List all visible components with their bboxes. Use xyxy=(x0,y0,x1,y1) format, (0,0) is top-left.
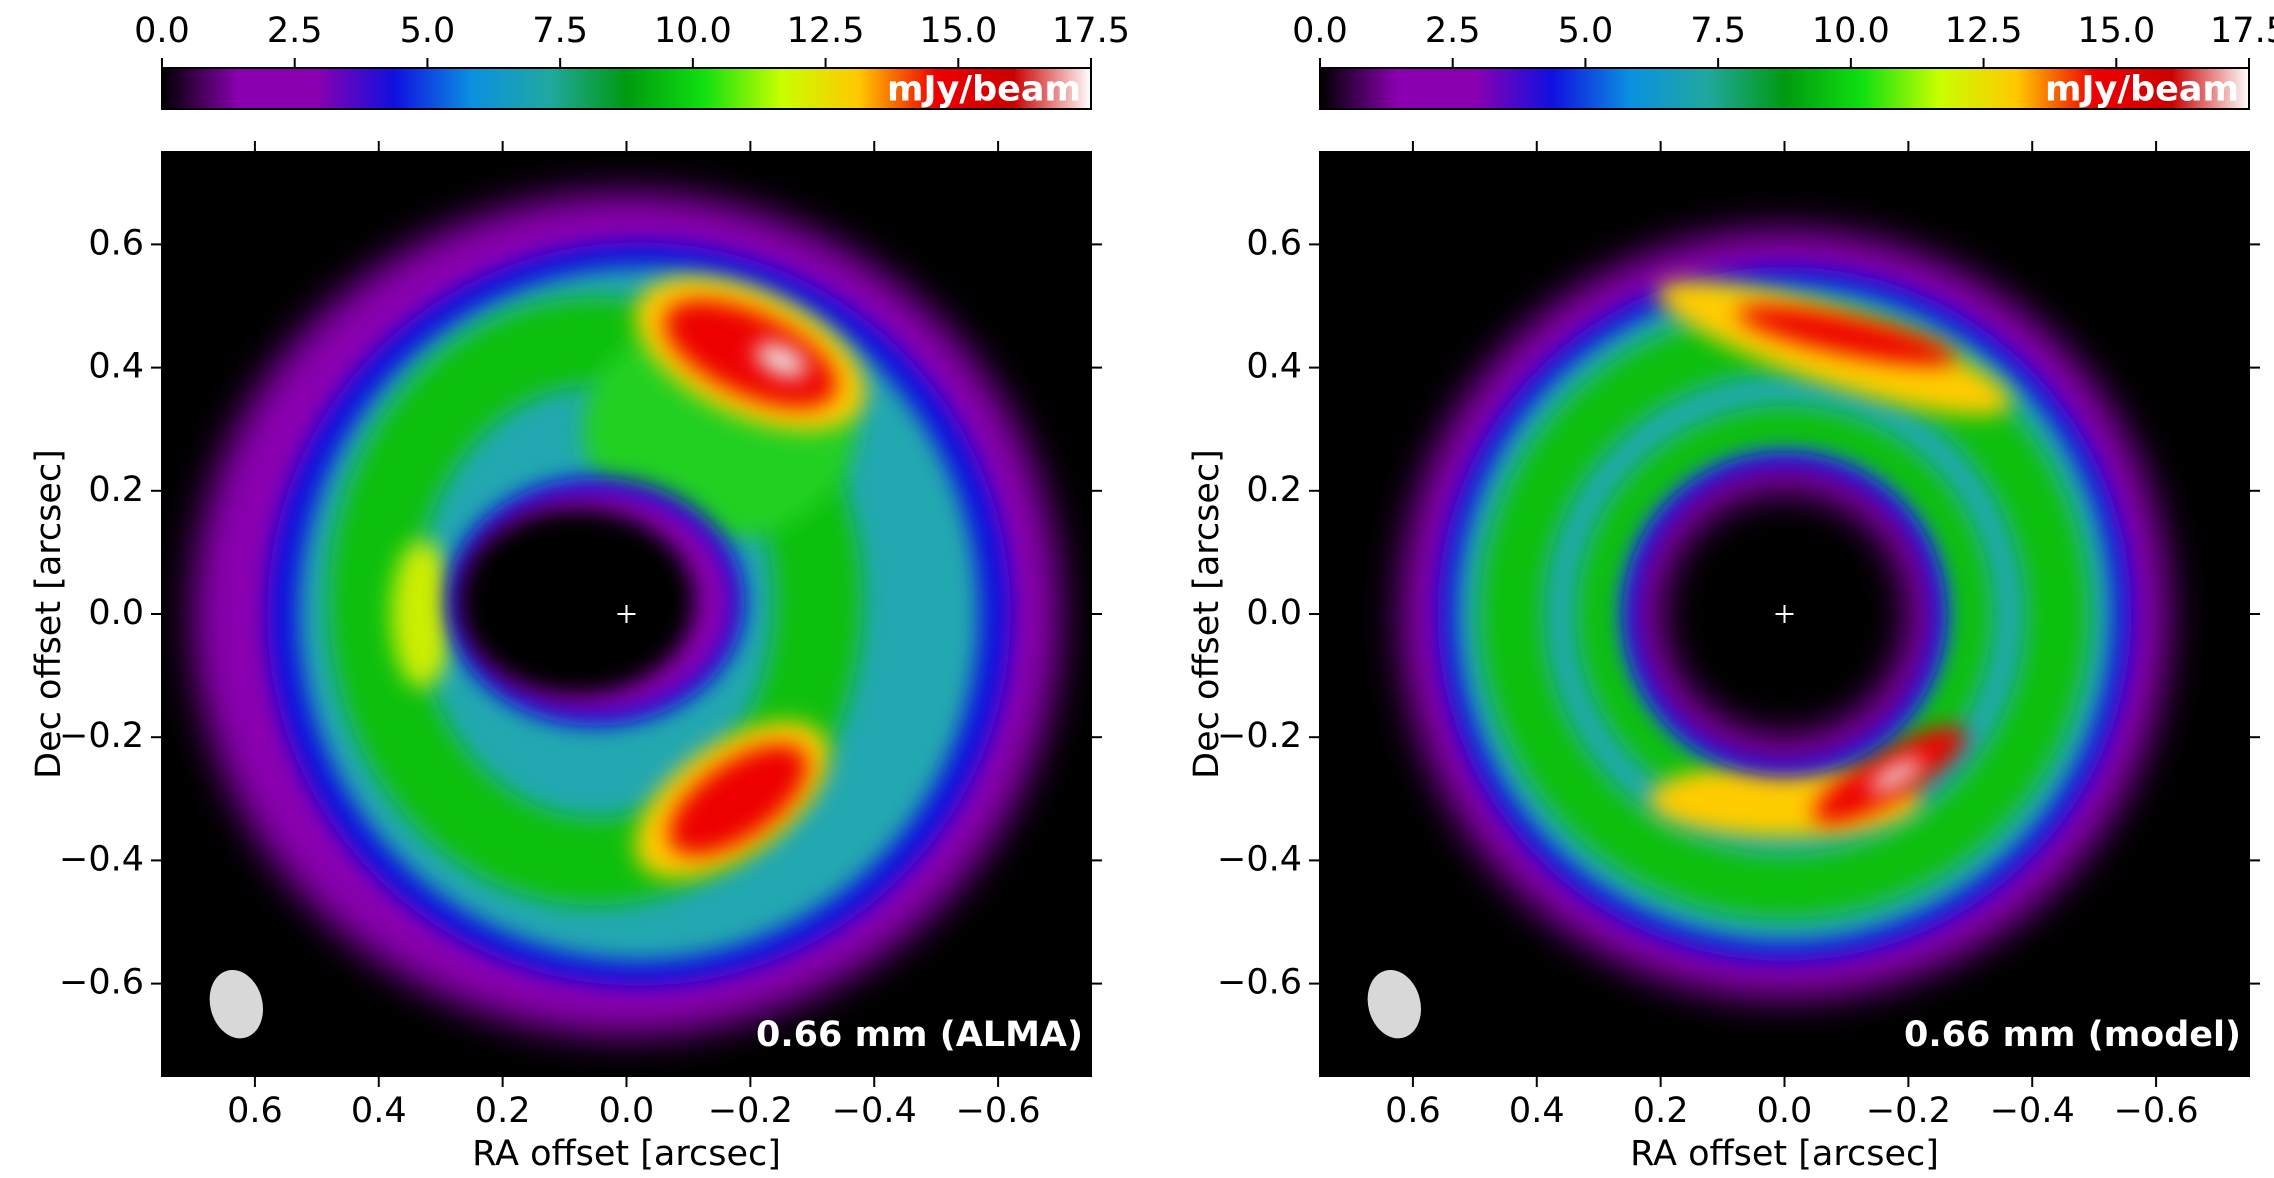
emission-feature xyxy=(1868,757,1924,793)
colorbar-tick-label: 5.0 xyxy=(400,11,456,51)
colorbar-tick-label: 0.0 xyxy=(134,11,190,51)
x-tick-label: −0.2 xyxy=(708,1091,793,1131)
panel: 0.6 0.4 0.2 0.0 −0.2 −0.4 −0.6 −0.6 −0.4 −0.2 0.0 0… xyxy=(1187,11,2274,1174)
y-axis-label: Dec offset [arcsec] xyxy=(29,449,69,779)
y-tick-label: −0.6 xyxy=(1217,963,1302,1003)
x-tick-label: 0.0 xyxy=(599,1091,655,1131)
colorbar-tick-label: 17.5 xyxy=(1052,11,1130,51)
colorbar-tick-label: 0.0 xyxy=(1292,11,1348,51)
x-tick-label: −0.4 xyxy=(1990,1091,2075,1131)
x-tick-label: 0.4 xyxy=(1509,1091,1565,1131)
y-tick-label: 0.0 xyxy=(88,593,144,633)
beam xyxy=(1367,970,1422,1039)
panel-label: 0.66 mm (ALMA) xyxy=(756,1015,1083,1055)
beam xyxy=(209,970,264,1039)
emission-feature xyxy=(1737,305,1956,365)
emission-feature xyxy=(391,539,454,689)
x-tick-label: 0.6 xyxy=(227,1091,283,1131)
y-tick-label: −0.4 xyxy=(59,839,144,879)
emission-feature xyxy=(664,300,837,408)
x-tick-label: −0.6 xyxy=(956,1091,1041,1131)
x-tick-label: 0.0 xyxy=(1757,1091,1813,1131)
y-tick-label: 0.4 xyxy=(1246,347,1302,387)
panel-label: 0.66 mm (model) xyxy=(1904,1015,2241,1055)
y-tick-label: 0.0 xyxy=(1246,593,1302,633)
emission-feature xyxy=(329,298,862,906)
x-tick-label: 0.6 xyxy=(1385,1091,1441,1131)
emission-feature xyxy=(668,744,808,856)
colorbar-tick-label: 17.5 xyxy=(2210,11,2274,51)
colorbar-tick-label: 2.5 xyxy=(1425,11,1481,51)
colorbar-label: mJy/beam xyxy=(2045,70,2239,110)
x-tick-label: −0.4 xyxy=(832,1091,917,1131)
x-axis-label: RA offset [arcsec] xyxy=(1630,1134,1939,1174)
panel: 0.6 0.4 0.2 0.0 −0.2 −0.4 −0.6 −0.6 −0.4 −0.2 0.0 0… xyxy=(29,11,1130,1174)
x-tick-label: 0.2 xyxy=(1633,1091,1689,1131)
colorbar-tick-label: 5.0 xyxy=(1558,11,1614,51)
colorbar-tick-label: 10.0 xyxy=(1812,11,1890,51)
y-tick-label: 0.6 xyxy=(88,223,144,263)
x-tick-label: 0.2 xyxy=(475,1091,531,1131)
y-tick-label: −0.2 xyxy=(1217,716,1302,756)
y-tick-label: 0.6 xyxy=(1246,223,1302,263)
x-axis-label: RA offset [arcsec] xyxy=(472,1134,781,1174)
x-tick-label: 0.4 xyxy=(351,1091,407,1131)
colorbar-tick-label: 7.5 xyxy=(1690,11,1746,51)
y-tick-label: 0.4 xyxy=(88,347,144,387)
y-axis-label: Dec offset [arcsec] xyxy=(1187,449,1227,779)
colorbar-tick-label: 7.5 xyxy=(532,11,588,51)
y-tick-label: 0.2 xyxy=(1246,470,1302,510)
colorbar-label: mJy/beam xyxy=(887,70,1081,110)
x-tick-label: −0.6 xyxy=(2114,1091,2199,1131)
y-tick-label: 0.2 xyxy=(88,470,144,510)
colorbar-tick-label: 15.0 xyxy=(2077,11,2155,51)
y-tick-label: −0.4 xyxy=(1217,839,1302,879)
emission-feature xyxy=(459,508,695,695)
colorbar xyxy=(161,67,1092,110)
y-tick-label: −0.2 xyxy=(59,716,144,756)
colorbar-tick-label: 12.5 xyxy=(1945,11,2023,51)
colorbar-tick-label: 15.0 xyxy=(919,11,997,51)
emission-feature xyxy=(755,343,808,378)
colorbar-tick-label: 10.0 xyxy=(654,11,732,51)
colorbar-tick-label: 12.5 xyxy=(787,11,865,51)
x-tick-label: −0.2 xyxy=(1866,1091,1951,1131)
colorbar xyxy=(1319,67,2250,110)
y-tick-label: −0.6 xyxy=(59,963,144,1003)
colorbar-tick-label: 2.5 xyxy=(267,11,323,51)
